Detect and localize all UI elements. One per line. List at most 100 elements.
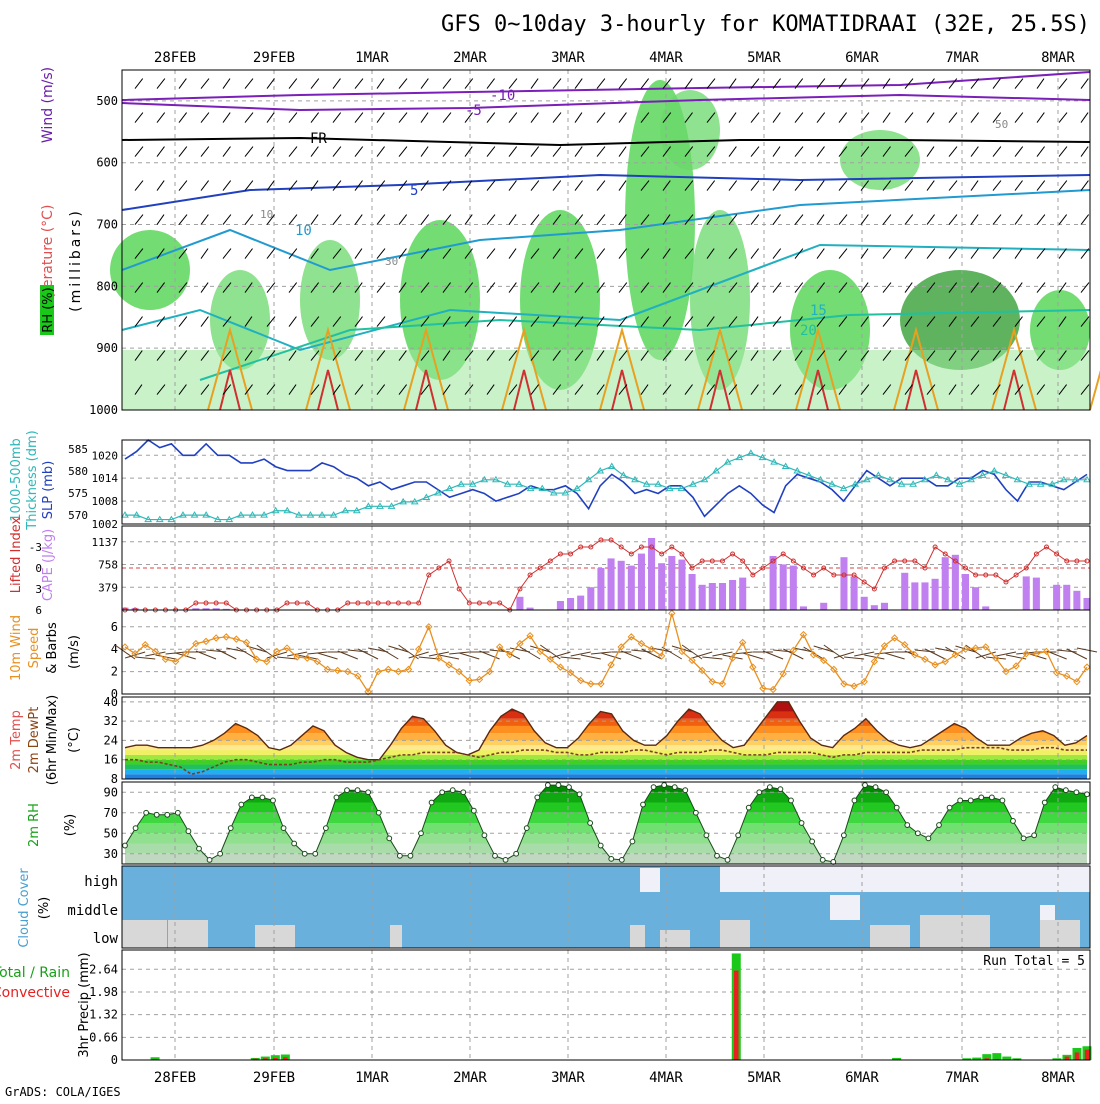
thickness-point	[121, 511, 129, 518]
wind-barb	[552, 316, 561, 327]
wind-barb	[596, 248, 606, 259]
date-tick-label: 4MAR	[649, 1070, 683, 1086]
wind-barb	[222, 146, 231, 157]
li-point	[547, 558, 553, 564]
rh-point	[703, 832, 710, 839]
date-tick-label: 7MAR	[945, 50, 979, 66]
li-point	[395, 600, 401, 606]
cape-bar	[1063, 584, 1071, 610]
wind-barb	[552, 248, 561, 259]
wind-barb	[398, 214, 408, 225]
wind-barb	[288, 146, 298, 157]
wind10-barb	[1076, 647, 1098, 653]
wind-barb	[882, 282, 892, 293]
rh-point	[196, 845, 202, 852]
y-tick-label: 90	[104, 785, 118, 799]
wind10-point	[759, 684, 767, 693]
thickness-point	[468, 480, 477, 487]
wind10-point	[880, 642, 889, 650]
wind-barb	[1036, 248, 1046, 259]
li-point	[598, 537, 604, 543]
wind-barb	[618, 180, 627, 191]
thickness-tick-label: 580	[68, 465, 88, 478]
wind-barb	[1036, 180, 1046, 191]
wind-barb	[376, 146, 385, 157]
wind10-point	[1073, 677, 1081, 686]
temp-band	[125, 774, 1087, 779]
wind-barb	[376, 78, 385, 89]
wind-barb	[244, 384, 253, 395]
wind10-barb	[388, 645, 409, 653]
wind-barb	[486, 112, 496, 123]
temp-band	[125, 701, 1087, 712]
date-tick-label: 8MAR	[1041, 50, 1075, 66]
li-point	[740, 558, 746, 564]
y-tick-label: 8	[111, 772, 118, 786]
wind-barb	[222, 316, 232, 327]
rh-point	[840, 832, 847, 839]
wind-barb	[772, 350, 782, 361]
wind-barb	[508, 316, 518, 327]
wind-barb	[596, 214, 606, 225]
wind10-point	[597, 680, 605, 688]
credit: GrADS: COLA/IGES	[5, 1085, 121, 1099]
wind-barb	[442, 214, 452, 225]
rh-point	[1031, 832, 1038, 839]
cape-bar	[799, 606, 807, 610]
rh-shade	[520, 210, 600, 390]
wind-barb	[288, 350, 297, 361]
wind10-point	[394, 667, 403, 676]
wind-barb	[662, 248, 671, 259]
wind-barb	[728, 146, 737, 157]
wind-barb	[882, 316, 892, 327]
wind-barb	[574, 180, 583, 191]
wind10-barb	[418, 656, 439, 660]
rh-band	[125, 802, 1087, 813]
rh-point	[449, 787, 456, 794]
wind-barb	[530, 112, 539, 123]
rh-point	[724, 857, 731, 863]
run-total-label: Run Total = 5	[983, 954, 1085, 969]
wind-barb	[156, 214, 165, 225]
wind-barb	[618, 350, 628, 361]
rh-contour-label: 30	[385, 255, 398, 268]
li-point	[851, 572, 857, 578]
thickness-point	[990, 466, 999, 474]
warm-cusp-inner	[807, 369, 829, 411]
wind-barb	[992, 180, 1002, 191]
date-tick-label: 6MAR	[845, 1070, 879, 1086]
wind-barb	[684, 316, 694, 327]
wind-barb	[926, 350, 936, 361]
wind10-point	[668, 609, 676, 618]
li-point	[578, 544, 584, 550]
wind-barb	[464, 350, 474, 361]
li-point	[699, 558, 705, 564]
wind-barb	[948, 248, 958, 259]
rh-point	[904, 822, 911, 828]
wind10-barb	[519, 646, 541, 660]
wind-barb	[596, 146, 606, 157]
wind-barb	[926, 146, 935, 157]
li-point	[487, 600, 493, 606]
wind10-barb	[1046, 650, 1067, 660]
wind-barb	[200, 214, 209, 225]
cape-bar	[972, 587, 980, 610]
wind-barb	[684, 282, 694, 293]
cape-bar	[516, 596, 524, 610]
rh-point	[597, 842, 604, 849]
rh-point	[914, 830, 921, 837]
wind-barb	[838, 146, 848, 157]
rh-point	[470, 807, 477, 814]
wind10-point	[647, 645, 656, 653]
wind-barb	[200, 78, 210, 89]
li-point	[294, 600, 300, 606]
wind-barb	[926, 384, 936, 395]
cape-bar	[951, 554, 959, 610]
cloud-patch	[660, 930, 690, 948]
wind10-point	[293, 653, 301, 661]
cape-bar	[658, 563, 666, 610]
wind10-barb	[408, 651, 429, 659]
wind-barb	[354, 316, 363, 327]
thickness-point	[318, 511, 326, 518]
upper-frame	[121, 69, 1091, 411]
